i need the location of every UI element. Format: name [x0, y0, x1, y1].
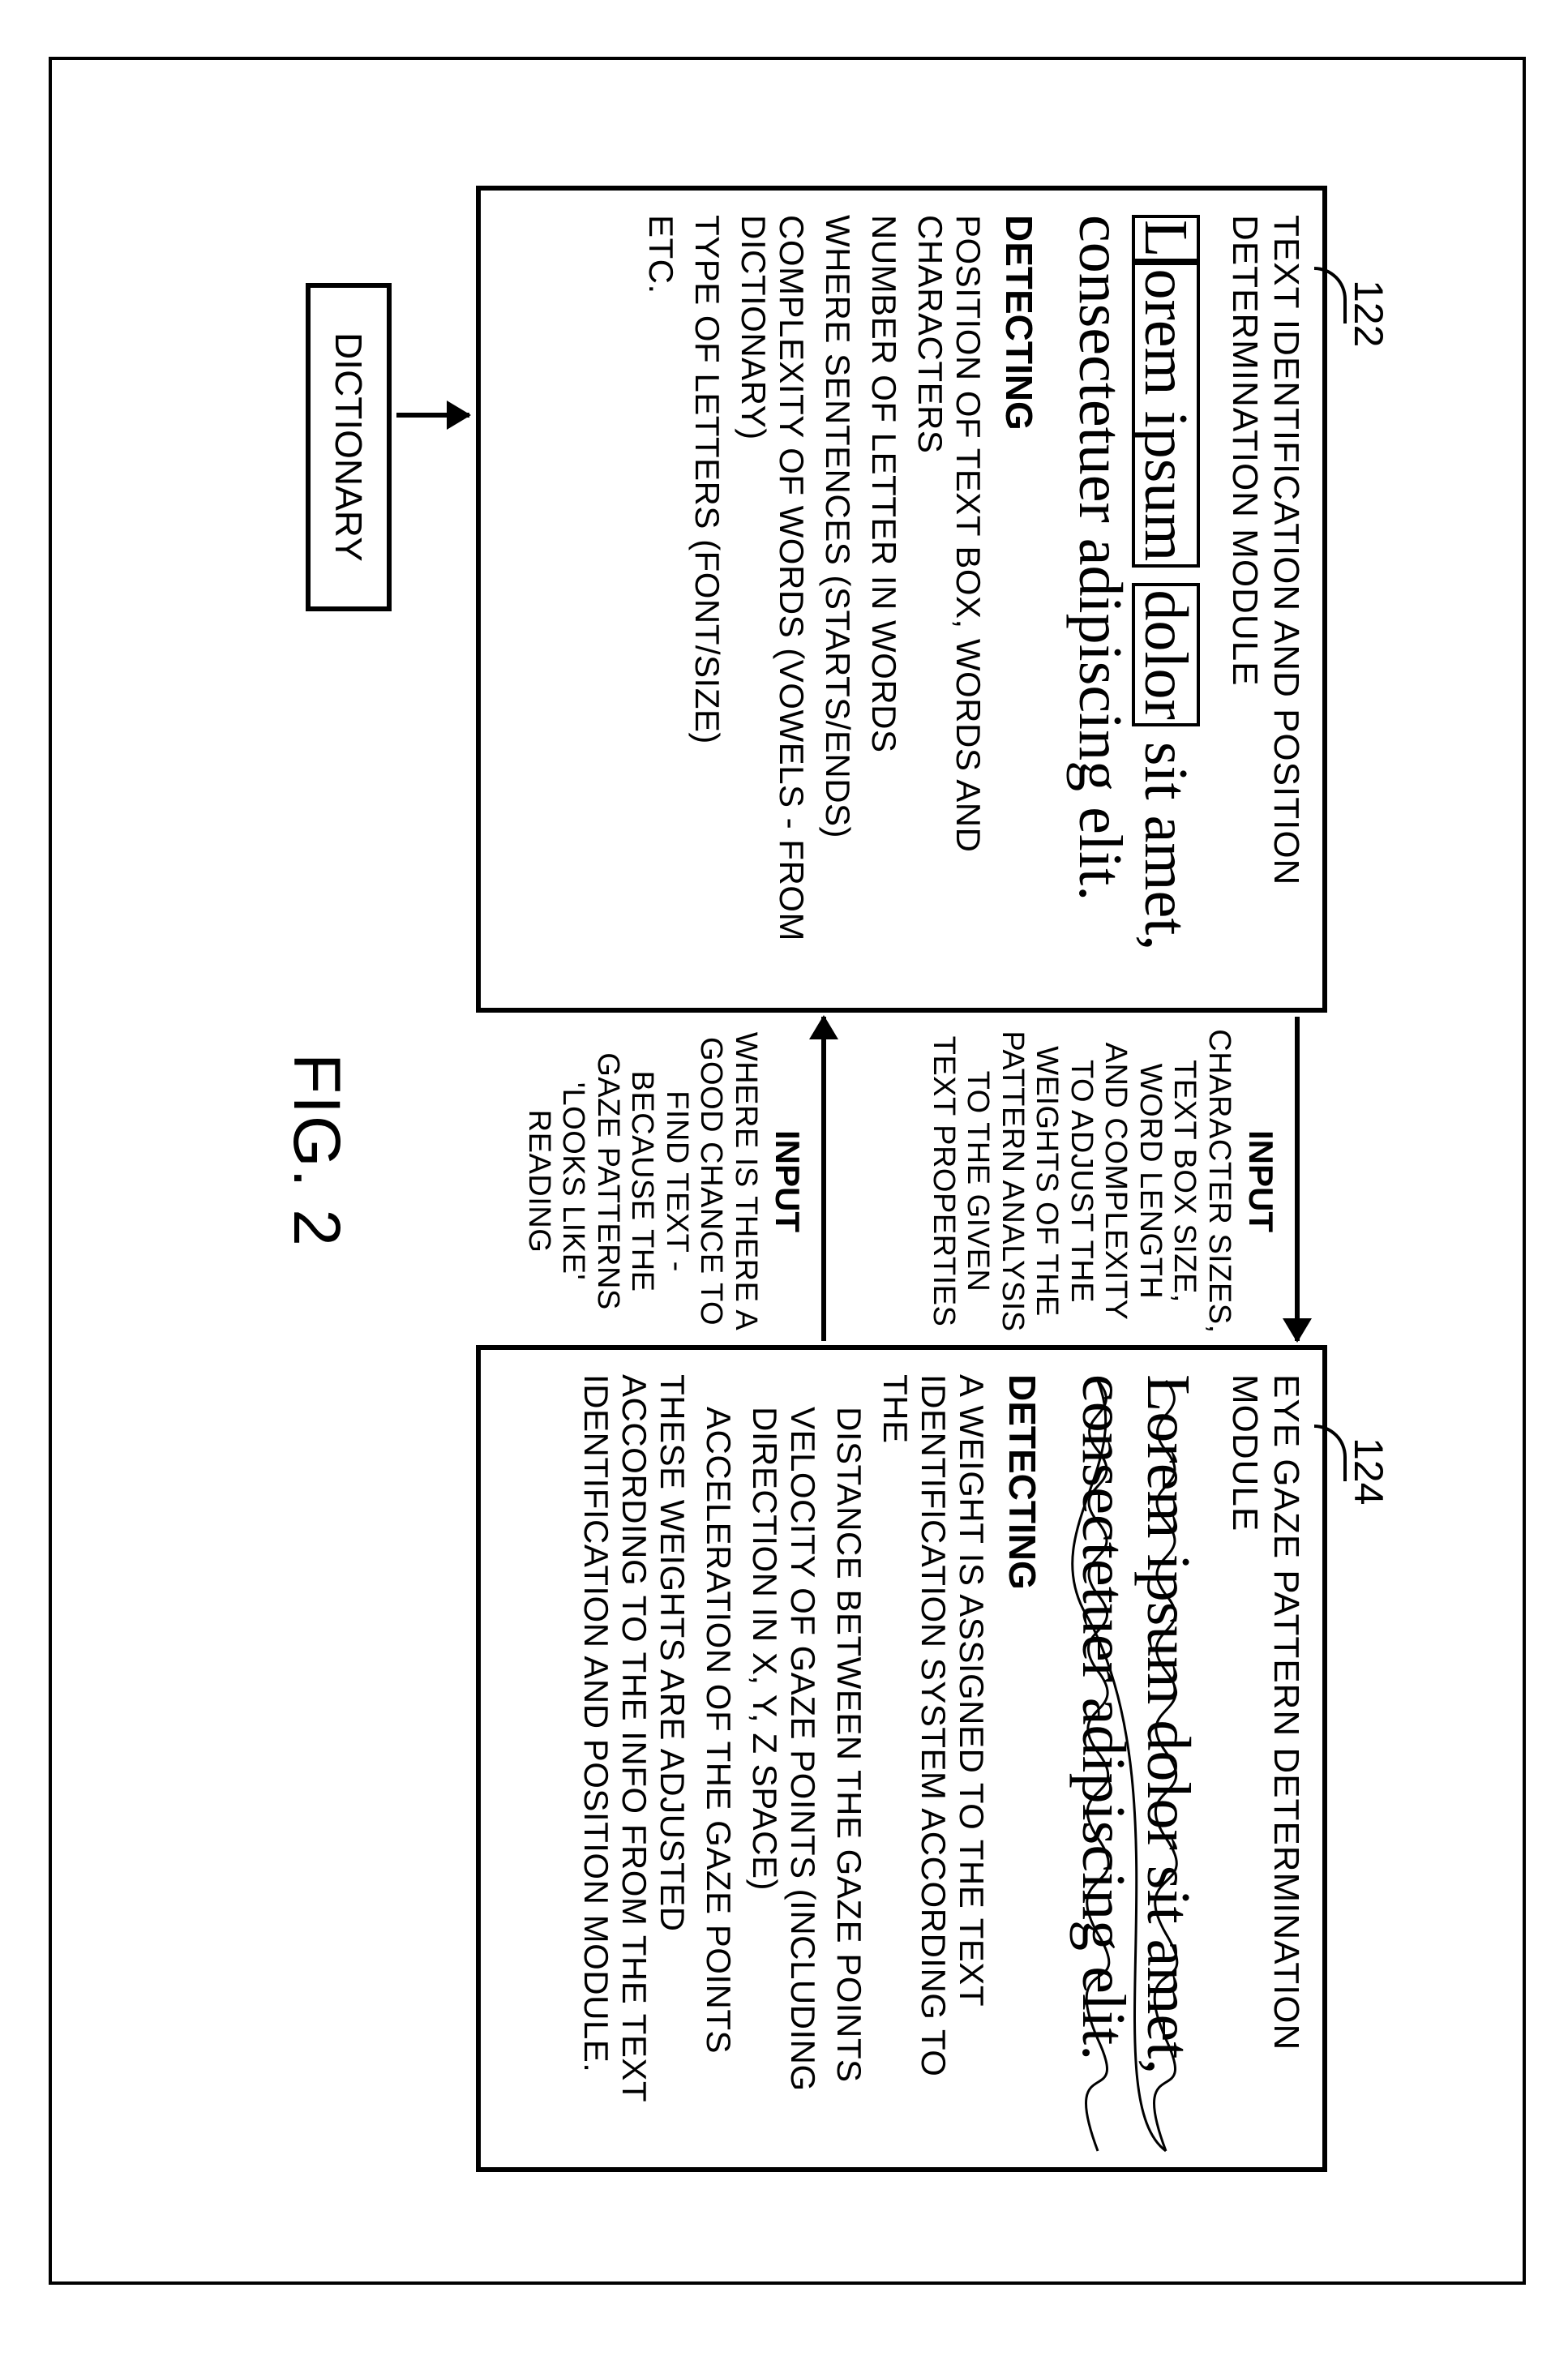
arrow-up-into-module-icon: [396, 413, 469, 418]
right-module-title: EYE GAZE PATTERN DETERMINATION MODULE: [1224, 1374, 1306, 2143]
list-item: TYPE OF LETTERS (FONT/SIZE): [688, 215, 726, 983]
boxed-orem-ipsum: orem ipsum: [1132, 262, 1200, 568]
dictionary-box: DICTIONARY: [306, 283, 392, 611]
right-detecting-list: A WEIGHT IS ASSIGNED TO THE TEXT IDENTIF…: [577, 1374, 991, 2143]
input-body: WHERE IS THERE A GOOD CHANCE TO FIND TEX…: [521, 1027, 763, 1335]
list-item: ACCELERATION OF THE GAZE POINTS: [700, 1407, 738, 2143]
list-item: A WEIGHT IS ASSIGNED TO THE TEXT IDENTIF…: [876, 1374, 991, 2143]
arrow-right-icon: [1295, 1017, 1300, 1341]
list-item: VELOCITY OF GAZE POINTS (INCLUDING DIREC…: [746, 1407, 822, 2143]
right-detecting-header: DETECTING: [1000, 1374, 1044, 2143]
list-item: ETC.: [642, 215, 680, 983]
ref-124: 124: [1345, 1437, 1392, 1505]
left-detecting-header: DETECTING: [997, 215, 1041, 983]
sample-line2: consectetuer adipiscing elit.: [1069, 1374, 1137, 2060]
sample-line1: Lorem ipsum dolor sit amet,: [1134, 1374, 1202, 2074]
sample-line2: consectetuer adipiscing elit.: [1066, 215, 1134, 901]
arrow-left-icon: [821, 1017, 826, 1341]
list-item: COMPLEXITY OF WORDS (VOWELS - FROM DICTI…: [735, 215, 811, 983]
eye-gaze-module: EYE GAZE PATTERN DETERMINATION MODULE Lo…: [476, 1345, 1327, 2172]
input-header: INPUT: [1241, 1027, 1280, 1335]
input-bottom-block: INPUT WHERE IS THERE A GOOD CHANCE TO FI…: [521, 1027, 807, 1335]
figure-label: FIG. 2: [278, 1053, 354, 1248]
text-id-module: TEXT IDENTIFICATION AND POSITION DETERMI…: [476, 186, 1327, 1013]
list-item: WHERE SENTENCES (STARTS/ENDS): [819, 215, 857, 983]
sample-rest: sit amet,: [1132, 726, 1200, 950]
list-item: NUMBER OF LETTER IN WORDS: [865, 215, 903, 983]
list-item: POSITION OF TEXT BOX, WORDS AND CHARACTE…: [911, 215, 987, 983]
boxed-L: L: [1132, 215, 1200, 262]
figure-canvas: TEXT IDENTIFICATION AND POSITION DETERMI…: [135, 129, 1433, 2237]
left-module-title: TEXT IDENTIFICATION AND POSITION DETERMI…: [1224, 215, 1306, 983]
left-sample-text: Lorem ipsum dolor sit amet, consectetuer…: [1067, 215, 1200, 950]
list-item: THESE WEIGHTS ARE ADJUSTED ACCORDING TO …: [577, 1374, 692, 2143]
list-item: DISTANCE BETWEEN THE GAZE POINTS: [830, 1407, 868, 2143]
boxed-dolor: dolor: [1132, 583, 1200, 726]
right-sample-text: Lorem ipsum dolor sit amet, consectetuer…: [1070, 1374, 1200, 2143]
ref-124-leader: [1314, 1425, 1347, 1481]
ref-122: 122: [1345, 280, 1392, 347]
ref-122-leader: [1314, 267, 1347, 323]
input-header: INPUT: [768, 1027, 807, 1335]
left-detecting-list: POSITION OF TEXT BOX, WORDS AND CHARACTE…: [642, 215, 987, 983]
input-body: CHARACTER SIZES, TEXT BOX SIZE, WORD LEN…: [926, 1027, 1236, 1335]
input-top-block: INPUT CHARACTER SIZES, TEXT BOX SIZE, WO…: [926, 1027, 1280, 1335]
